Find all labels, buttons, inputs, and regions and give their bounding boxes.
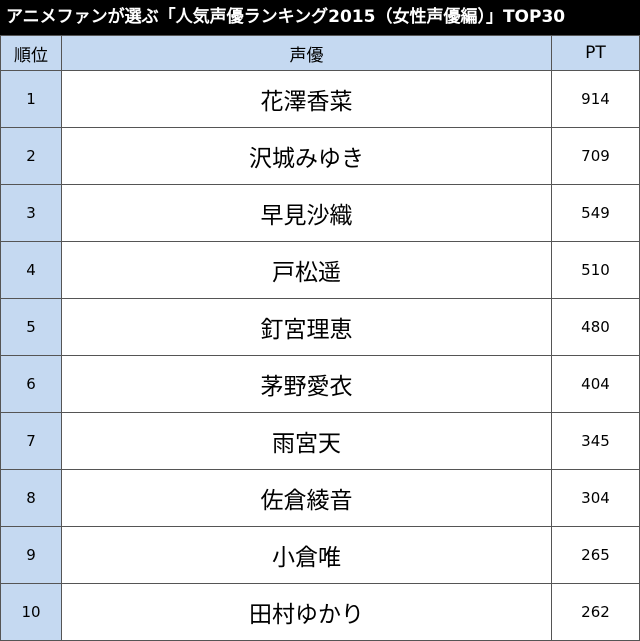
points-cell: 345 [551,412,640,470]
name-cell: 小倉唯 [61,526,552,584]
name-cell: 花澤香菜 [61,70,552,128]
header-row: 順位 声優 PT [0,35,640,71]
points-cell: 510 [551,241,640,299]
points-cell: 265 [551,526,640,584]
rank-cell: 2 [0,127,62,185]
name-cell: 佐倉綾音 [61,469,552,527]
points-cell: 262 [551,583,640,641]
table-row: 10 田村ゆかり 262 [0,583,640,641]
ranking-table: 順位 声優 PT 1 花澤香菜 914 2 沢城みゆき 709 3 早見沙織 549 4 戸松遥 51… [0,35,640,641]
rank-cell: 5 [0,298,62,356]
table-row: 9 小倉唯 265 [0,526,640,584]
table-row: 4 戸松遥 510 [0,241,640,299]
column-header: PT [551,35,640,71]
name-cell: 田村ゆかり [61,583,552,641]
table-row: 8 佐倉綾音 304 [0,469,640,527]
table-row: 1 花澤香菜 914 [0,70,640,128]
points-cell: 914 [551,70,640,128]
column-header: 順位 [0,35,62,71]
name-cell: 釘宮理恵 [61,298,552,356]
table-body: 1 花澤香菜 914 2 沢城みゆき 709 3 早見沙織 549 4 戸松遥 510 5 釘宮理恵 480… [0,70,640,641]
name-cell: 茅野愛衣 [61,355,552,413]
rank-cell: 8 [0,469,62,527]
points-cell: 304 [551,469,640,527]
table-row: 3 早見沙織 549 [0,184,640,242]
table-row: 6 茅野愛衣 404 [0,355,640,413]
points-cell: 709 [551,127,640,185]
table-row: 5 釘宮理恵 480 [0,298,640,356]
points-cell: 480 [551,298,640,356]
column-header: 声優 [61,35,552,71]
rank-cell: 1 [0,70,62,128]
name-cell: 早見沙織 [61,184,552,242]
rank-cell: 4 [0,241,62,299]
rank-cell: 10 [0,583,62,641]
table-row: 7 雨宮天 345 [0,412,640,470]
rank-cell: 3 [0,184,62,242]
rank-cell: 6 [0,355,62,413]
points-cell: 549 [551,184,640,242]
title: アニメファンが選ぶ「人気声優ランキング2015（女性声優編）」TOP30 [0,0,640,35]
name-cell: 沢城みゆき [61,127,552,185]
rank-cell: 7 [0,412,62,470]
name-cell: 戸松遥 [61,241,552,299]
name-cell: 雨宮天 [61,412,552,470]
points-cell: 404 [551,355,640,413]
rank-cell: 9 [0,526,62,584]
table-row: 2 沢城みゆき 709 [0,127,640,185]
